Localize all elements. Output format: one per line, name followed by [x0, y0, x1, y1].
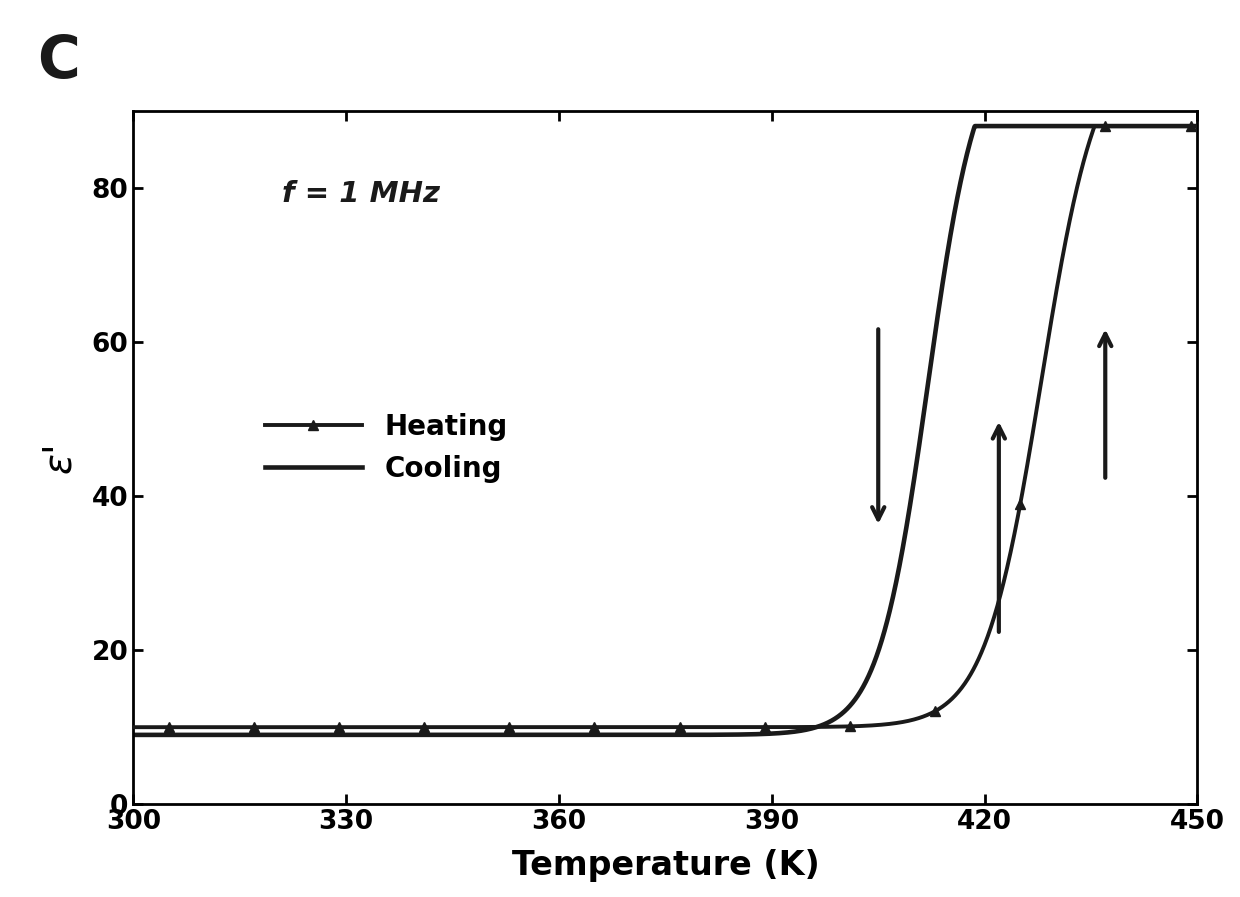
Text: C: C: [37, 33, 81, 90]
Text: f = 1 MHz: f = 1 MHz: [283, 180, 440, 208]
Y-axis label: ε': ε': [40, 441, 78, 474]
X-axis label: Temperature (K): Temperature (K): [512, 849, 820, 882]
Legend: Heating, Cooling: Heating, Cooling: [254, 402, 518, 494]
